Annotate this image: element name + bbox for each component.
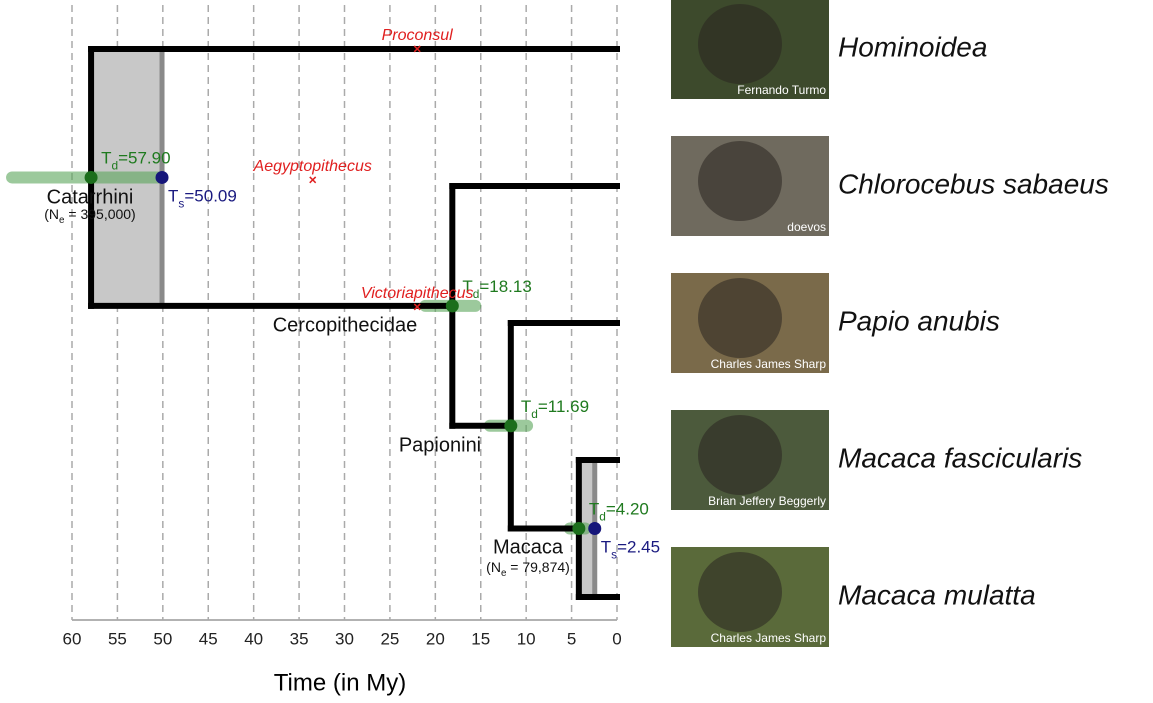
photo-credit: Brian Jeffery Beggerly (708, 494, 826, 508)
ne-label-part: = 395,000) (65, 206, 136, 222)
divergence-label-part: T (101, 149, 111, 168)
photo-credit: doevos (787, 220, 826, 234)
divergence-label-part: =18.13 (479, 277, 531, 296)
x-tick-label: 10 (517, 629, 536, 648)
species-name: Chlorocebus sabaeus (838, 168, 1109, 199)
species-name: Hominoidea (838, 31, 987, 62)
x-axis-title: Time (in My) (274, 669, 406, 696)
x-tick-label: 5 (567, 629, 576, 648)
photo-credit: Charles James Sharp (711, 631, 827, 645)
page: Time (in My) 605550454035302520151050Td=… (0, 0, 1153, 703)
x-tick-label: 55 (108, 629, 127, 648)
split-label-part: T (601, 538, 611, 557)
photo-credit: Charles James Sharp (711, 357, 827, 371)
species-name: Papio anubis (838, 305, 1000, 336)
divergence-label-part: T (589, 500, 599, 519)
x-tick-label: 0 (612, 629, 621, 648)
clade-label: Macaca (493, 536, 564, 558)
photo-subject (698, 141, 782, 221)
x-tick-label: 35 (290, 629, 309, 648)
divergence-label: Td=4.20 (589, 500, 649, 524)
split-label: Ts=2.45 (601, 538, 660, 562)
x-tick-label: 15 (471, 629, 490, 648)
photo-credit: Fernando Turmo (737, 83, 826, 97)
divergence-dot (85, 171, 98, 184)
ne-label: (Ne = 79,874) (486, 559, 570, 579)
split-label: Ts=50.09 (168, 187, 237, 211)
photo-subject (698, 415, 782, 495)
species-name: Macaca fascicularis (838, 442, 1082, 473)
divergence-label-part: =11.69 (538, 397, 589, 416)
split-dot (588, 522, 601, 535)
divergence-label-part: d (531, 407, 538, 421)
ne-label-part: = 79,874) (506, 559, 569, 575)
clade-label: Cercopithecidae (273, 314, 418, 336)
divergence-label-part: d (473, 287, 480, 301)
x-tick-label: 25 (380, 629, 399, 648)
x-tick-label: 40 (244, 629, 263, 648)
fossil-label: Proconsul (382, 27, 454, 44)
divergence-label: Td=11.69 (521, 397, 589, 421)
divergence-label-part: d (599, 510, 606, 524)
divergence-label-part: =57.90 (118, 149, 170, 168)
split-label-part: =2.45 (617, 538, 660, 557)
ne-label-part: (N (486, 559, 501, 575)
photo-subject (698, 278, 782, 358)
split-dot (156, 171, 169, 184)
photo-subject (698, 552, 782, 632)
ne-label-part: (N (44, 206, 59, 222)
divergence-label-part: T (521, 397, 531, 416)
fossil-label: Aegyptopithecus (253, 158, 372, 175)
x-tick-label: 45 (199, 629, 218, 648)
split-label-part: T (168, 187, 178, 206)
x-tick-label: 30 (335, 629, 354, 648)
photo-subject (698, 4, 782, 84)
x-tick-label: 20 (426, 629, 445, 648)
x-tick-label: 60 (63, 629, 82, 648)
species-name: Macaca mulatta (838, 579, 1036, 610)
chart: Time (in My) 605550454035302520151050Td=… (0, 0, 1153, 703)
x-tick-label: 50 (153, 629, 172, 648)
divergence-label-part: =4.20 (606, 500, 649, 519)
divergence-dot (572, 522, 585, 535)
fossil-label: Victoriapithecus (361, 285, 474, 302)
split-label-part: =50.09 (184, 187, 236, 206)
divergence-dot (504, 419, 517, 432)
clade-label: Papionini (399, 434, 481, 456)
